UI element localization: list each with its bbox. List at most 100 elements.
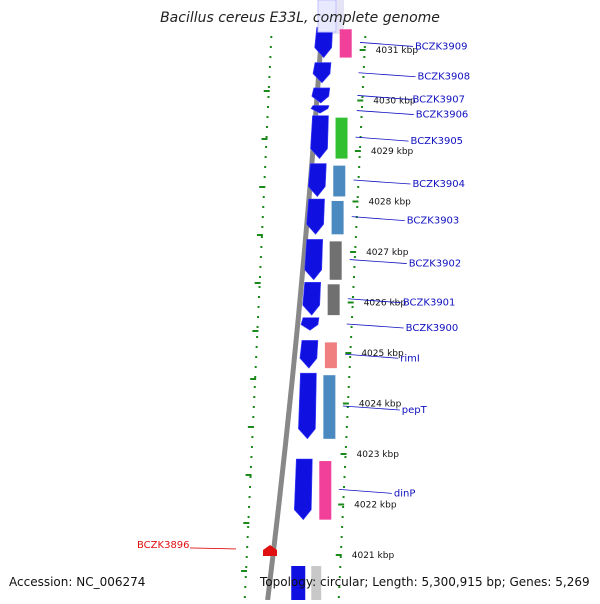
left-ruler-dot	[255, 346, 258, 348]
right-ruler-dot	[363, 46, 366, 48]
topology-text: Topology: circular; Length: 5,300,915 bp…	[260, 575, 590, 589]
right-ruler-dot	[349, 346, 352, 348]
left-ruler-dot	[256, 326, 259, 328]
right-ruler-dot	[361, 86, 364, 88]
left-ruler-dot	[260, 246, 263, 248]
tick-label: 4022 kbp	[354, 501, 397, 511]
right-ruler-dot	[351, 306, 354, 308]
right-ruler-dot	[350, 326, 353, 328]
gene-arrow-BCZK3904	[307, 163, 327, 197]
left-ruler-dot	[244, 586, 247, 588]
left-ruler-dot	[265, 136, 268, 138]
left-ruler-dot	[269, 46, 272, 48]
gene-label-BCZK3904: BCZK3904	[412, 179, 465, 190]
gene-leader-BCZK3903	[351, 216, 405, 222]
gene-leader-BCZK3901	[347, 298, 401, 304]
left-ruler-dot	[245, 556, 248, 558]
left-ruler-dot	[262, 196, 265, 198]
cog-box-BCZK3904	[333, 165, 346, 197]
gene-leader-rimI	[345, 353, 399, 359]
gene-arrow-partial-bottom	[291, 566, 306, 600]
right-ruler-dot	[345, 436, 348, 438]
gene-label-BCZK3902: BCZK3902	[409, 259, 462, 270]
left-ruler-dot	[249, 466, 252, 468]
left-ruler-dot	[258, 296, 261, 298]
left-ruler-dash	[245, 474, 252, 476]
gene-leader-BCZK3900	[346, 323, 404, 329]
left-ruler-dot	[244, 576, 247, 578]
tick-label: 4021 kbp	[352, 551, 395, 561]
right-ruler-dot	[348, 376, 351, 378]
left-ruler-dot	[249, 486, 252, 488]
gene-leader-BCZK3905	[355, 136, 409, 142]
left-ruler-dot	[250, 456, 253, 458]
gene-arrow-BCZK3906	[310, 105, 330, 114]
gene-leader-pepT	[342, 405, 400, 411]
map-title: Bacillus cereus E33L, complete genome	[160, 10, 440, 26]
gene-label-pepT: pepT	[402, 405, 428, 416]
left-ruler-dash	[250, 378, 257, 380]
left-ruler-dot	[254, 366, 257, 368]
right-ruler-dot	[343, 486, 346, 488]
left-ruler-dot	[261, 226, 264, 228]
left-ruler-dot	[263, 176, 266, 178]
right-ruler-dot	[358, 166, 361, 168]
tick-mark	[342, 402, 349, 405]
gene-leader-BCZK3908	[358, 72, 416, 78]
left-ruler-dot	[259, 266, 262, 268]
gene-leader-BCZK3902	[349, 259, 407, 264]
gene-leader-BCZK3909	[359, 42, 414, 47]
left-ruler-dot	[257, 306, 260, 308]
left-ruler-dot	[269, 56, 272, 58]
cog-box-BCZK3905	[335, 117, 348, 159]
left-ruler-dash	[261, 138, 268, 140]
gene-arrow-dinP	[293, 458, 313, 521]
left-ruler-dot	[252, 406, 255, 408]
right-ruler-dot	[342, 496, 345, 498]
gene-arrow-BCZK3908	[312, 62, 332, 84]
left-ruler-dot	[264, 166, 267, 168]
tick-mark	[357, 99, 364, 102]
right-ruler-dot	[360, 126, 363, 128]
right-ruler-dot	[347, 386, 350, 388]
cog-box-BCZK3903	[331, 200, 344, 235]
right-ruler-dot	[345, 426, 348, 428]
left-ruler-dot	[243, 596, 246, 598]
cog-box-BCZK3902	[329, 241, 342, 280]
left-ruler-dash	[263, 90, 270, 92]
left-ruler-dot	[262, 206, 265, 208]
left-ruler-dot	[266, 116, 269, 118]
tick-mark	[345, 352, 352, 354]
left-ruler-dot	[252, 416, 255, 418]
left-ruler-dash	[252, 330, 259, 332]
tick-label: 4031 kbp	[376, 46, 419, 56]
right-ruler-dot	[349, 356, 352, 358]
gene-label-BCZK3903: BCZK3903	[407, 216, 460, 227]
tick-mark	[350, 251, 357, 253]
left-ruler-dot	[268, 66, 271, 68]
right-ruler-dot	[353, 266, 356, 268]
topology-value: Topology: circular; Length: 5,300,915 bp…	[260, 575, 590, 589]
tick-label: 4028 kbp	[368, 198, 411, 208]
left-ruler-dot	[245, 566, 248, 568]
right-ruler-dot	[361, 96, 364, 98]
left-ruler-dot	[257, 316, 260, 318]
tick-label: 4024 kbp	[359, 400, 402, 410]
tick-label: 4025 kbp	[361, 349, 404, 359]
tick-label: 4023 kbp	[357, 450, 400, 460]
gene-leader-BCZK3906	[356, 110, 414, 115]
left-ruler-dot	[247, 516, 250, 518]
right-ruler-dot	[344, 446, 347, 448]
gene-arrow-partial-top	[317, 0, 337, 33]
tick-mark	[352, 200, 359, 203]
right-ruler-dot	[360, 116, 363, 118]
right-ruler-dot	[343, 476, 346, 478]
cog-box-BCZK3909	[339, 29, 352, 58]
left-ruler-dot	[268, 76, 271, 78]
cog-box-BCZK3901	[327, 284, 340, 316]
left-ruler	[243, 36, 273, 598]
gene-arrow-pepT	[298, 372, 317, 440]
left-ruler-dot	[255, 356, 258, 358]
left-ruler-dot	[247, 526, 250, 528]
